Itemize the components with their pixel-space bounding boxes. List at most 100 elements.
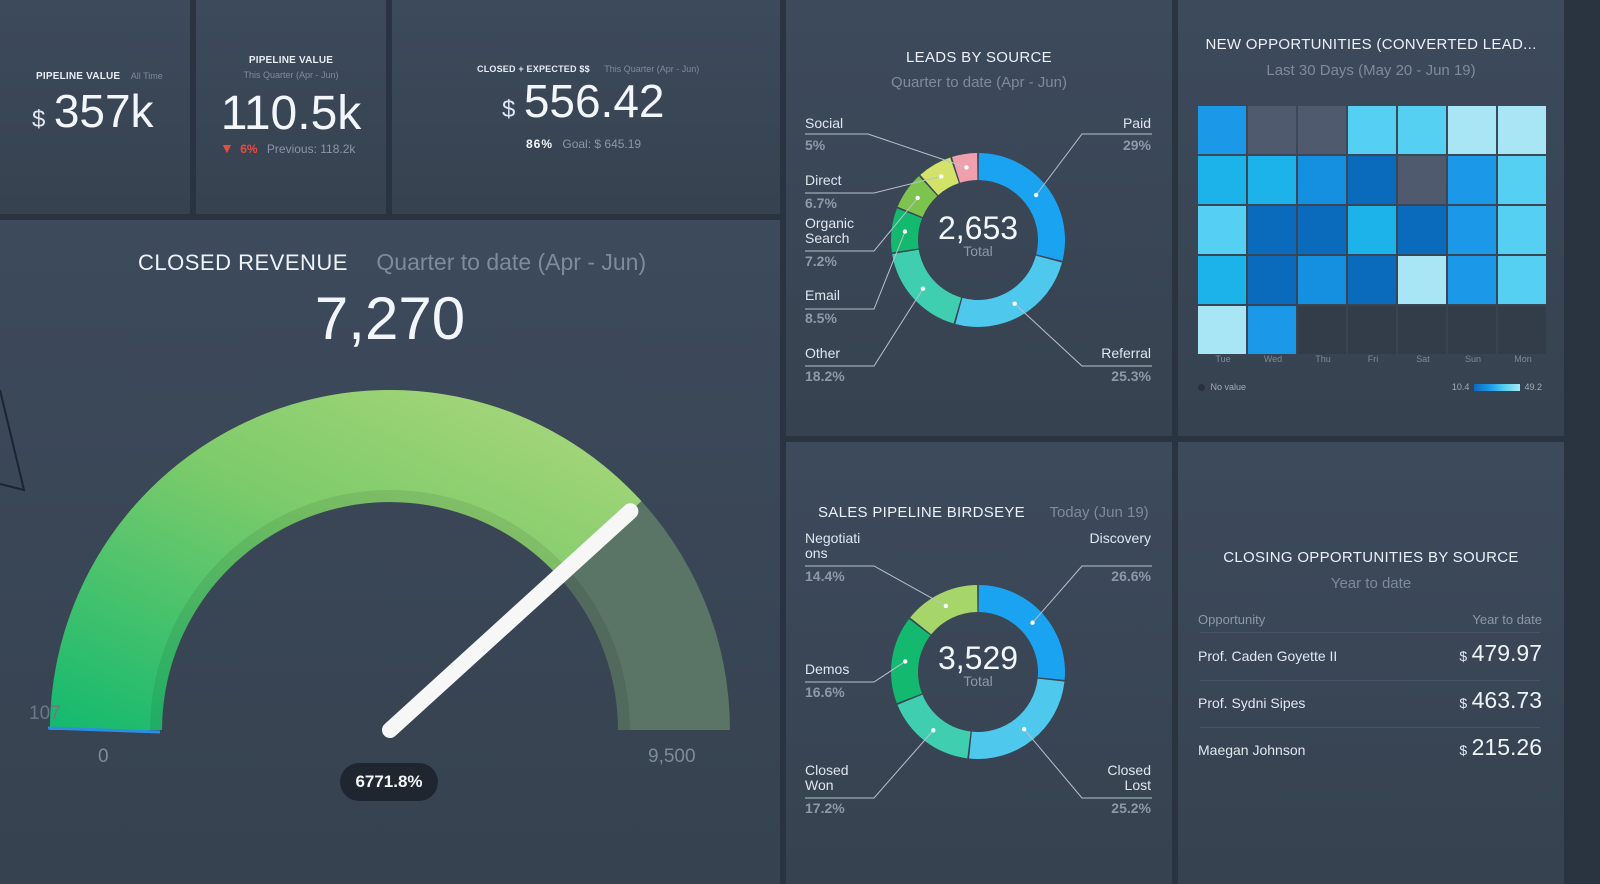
slice-dot bbox=[938, 174, 944, 179]
goal-value: Goal: $ 645.19 bbox=[562, 137, 642, 151]
heatmap-cell[interactable] bbox=[1398, 256, 1446, 304]
heatmap-cell[interactable] bbox=[1248, 156, 1296, 204]
slice-dot bbox=[903, 659, 908, 664]
heatmap-cell[interactable] bbox=[1448, 256, 1496, 304]
heatmap-cell[interactable] bbox=[1198, 156, 1246, 204]
closed-expected-tile[interactable]: CLOSED + EXPECTED $$ This Quarter (Apr -… bbox=[392, 0, 780, 214]
table-divider bbox=[1200, 632, 1540, 633]
heatmap-cell[interactable] bbox=[1248, 106, 1296, 154]
down-arrow-icon: ▼ bbox=[220, 140, 234, 156]
new-opportunities-tile[interactable]: NEW OPPORTUNITIES (CONVERTED LEAD... Las… bbox=[1178, 0, 1564, 436]
heatmap-cell[interactable] bbox=[1448, 206, 1496, 254]
pipeline-value-quarter-tile[interactable]: PIPELINE VALUE This Quarter (Apr - Jun) … bbox=[196, 0, 386, 214]
donut-slice-paid bbox=[978, 153, 1065, 261]
heatmap-cell[interactable] bbox=[1448, 106, 1496, 154]
heatmap-cell[interactable] bbox=[1348, 106, 1396, 154]
tile-label: PIPELINE VALUE bbox=[248, 55, 334, 66]
heatmap-cell[interactable] bbox=[1248, 206, 1296, 254]
legend-organic-name: Organic Search bbox=[805, 215, 855, 246]
closing-opportunities-tile[interactable]: CLOSING OPPORTUNITIES BY SOURCE Year to … bbox=[1178, 442, 1564, 884]
gauge-title: CLOSED REVENUE bbox=[138, 250, 348, 275]
gauge-chart bbox=[47, 390, 730, 738]
donut-slice-discovery bbox=[978, 585, 1065, 680]
row-currency: $ bbox=[1459, 695, 1468, 711]
scale-max-label: 49.2 bbox=[1524, 382, 1542, 392]
donut-total: 2,653 bbox=[937, 210, 1019, 246]
widget-title: CLOSING OPPORTUNITIES BY SOURCE bbox=[1223, 549, 1519, 566]
table-row[interactable]: Maegan Johnson $ 215.26 bbox=[1178, 728, 1564, 774]
leader-line bbox=[805, 197, 919, 252]
heatmap-cell[interactable] bbox=[1298, 256, 1346, 304]
slice-dot bbox=[1021, 727, 1027, 732]
slice-dot bbox=[1012, 301, 1017, 306]
no-value-swatch-icon bbox=[1198, 384, 1205, 392]
row-currency: $ bbox=[1459, 742, 1468, 758]
heatmap-cell[interactable] bbox=[1298, 106, 1346, 154]
heatmap-cell[interactable] bbox=[1348, 306, 1396, 354]
heatmap-cell[interactable] bbox=[1398, 306, 1446, 354]
heatmap-cell[interactable] bbox=[1348, 206, 1396, 254]
heatmap-cell[interactable] bbox=[1498, 256, 1546, 304]
heatmap-day-label: Thu bbox=[1315, 354, 1331, 364]
widget-period: Last 30 Days (May 20 - Jun 19) bbox=[1266, 62, 1476, 79]
legend-direct-name: Direct bbox=[805, 172, 842, 188]
table-divider bbox=[1200, 727, 1540, 728]
heatmap-cell[interactable] bbox=[1498, 106, 1546, 154]
leader-line bbox=[1023, 728, 1152, 799]
heatmap-cell[interactable] bbox=[1298, 156, 1346, 204]
heatmap-cell[interactable] bbox=[1198, 306, 1246, 354]
row-name: Prof. Caden Goyette II bbox=[1198, 648, 1338, 664]
legend-demos-name: Demos bbox=[805, 661, 850, 677]
heatmap-cell[interactable] bbox=[1198, 106, 1246, 154]
table-row[interactable]: Prof. Caden Goyette II $ 479.97 bbox=[1178, 634, 1564, 680]
widget-period: Today (Jun 19) bbox=[1049, 504, 1149, 521]
table-header-opportunity: Opportunity bbox=[1198, 612, 1266, 627]
legend-negotiations-name: Negotiati ons bbox=[805, 530, 861, 561]
legend-paid-name: Paid bbox=[1122, 115, 1151, 131]
heatmap-cell[interactable] bbox=[1448, 306, 1496, 354]
heatmap-cell[interactable] bbox=[1398, 156, 1446, 204]
heatmap-cell[interactable] bbox=[1398, 206, 1446, 254]
heatmap-cell[interactable] bbox=[1198, 206, 1246, 254]
heatmap-cell[interactable] bbox=[1498, 156, 1546, 204]
gauge-value: 7,270 bbox=[314, 285, 466, 352]
legend-closed-won-pct: 17.2% bbox=[805, 800, 845, 816]
heatmap-cell[interactable] bbox=[1298, 206, 1346, 254]
gauge-needle bbox=[382, 503, 639, 738]
heatmap-cell[interactable] bbox=[1248, 306, 1296, 354]
heatmap-cell[interactable] bbox=[1448, 156, 1496, 204]
slice-dot bbox=[1030, 620, 1035, 625]
heatmap-cell[interactable] bbox=[1298, 306, 1346, 354]
gauge-min-marker bbox=[47, 726, 161, 734]
watermark-logo: sales bbox=[1507, 432, 1564, 436]
heatmap-cell[interactable] bbox=[1348, 256, 1396, 304]
pipeline-value-all-time-tile[interactable]: PIPELINE VALUE All Time $ 357k bbox=[0, 0, 190, 214]
widget-title: LEADS BY SOURCE bbox=[906, 49, 1052, 66]
legend-discovery-name: Discovery bbox=[1089, 530, 1151, 546]
heatmap-cell[interactable] bbox=[1248, 256, 1296, 304]
leader-line bbox=[1014, 303, 1152, 367]
heatmap-cell[interactable] bbox=[1498, 306, 1546, 354]
table-row[interactable]: Prof. Sydni Sipes $ 463.73 bbox=[1178, 681, 1564, 727]
row-value: 479.97 bbox=[1471, 640, 1542, 666]
heatmap-cell[interactable] bbox=[1398, 106, 1446, 154]
gauge-marker-label: 107 bbox=[29, 703, 61, 724]
tile-value: 556.42 bbox=[523, 75, 665, 127]
legend-direct-pct: 6.7% bbox=[805, 195, 837, 211]
heatmap-cell[interactable] bbox=[1348, 156, 1396, 204]
heatmap-cell[interactable] bbox=[1198, 256, 1246, 304]
slice-dot bbox=[902, 229, 908, 234]
donut-total: 3,529 bbox=[937, 640, 1019, 676]
row-value: 463.73 bbox=[1471, 687, 1542, 713]
pipeline-donut-chart bbox=[805, 565, 1152, 799]
leads-by-source-tile[interactable]: LEADS BY SOURCE Quarter to date (Apr - J… bbox=[786, 0, 1172, 436]
legend-demos-pct: 16.6% bbox=[805, 684, 845, 700]
closed-revenue-tile[interactable]: CLOSED REVENUE Quarter to date (Apr - Ju… bbox=[0, 220, 780, 884]
widget-title: SALES PIPELINE BIRDSEYE bbox=[818, 504, 1025, 521]
donut-total-label: Total bbox=[963, 673, 993, 689]
legend-other-pct: 18.2% bbox=[805, 368, 845, 384]
heatmap-day-label: Sat bbox=[1416, 354, 1430, 364]
heatmap-cell[interactable] bbox=[1498, 206, 1546, 254]
sales-pipeline-tile[interactable]: SALES PIPELINE BIRDSEYE Today (Jun 19) 3… bbox=[786, 442, 1172, 884]
goal-percent: 86% bbox=[526, 137, 554, 151]
